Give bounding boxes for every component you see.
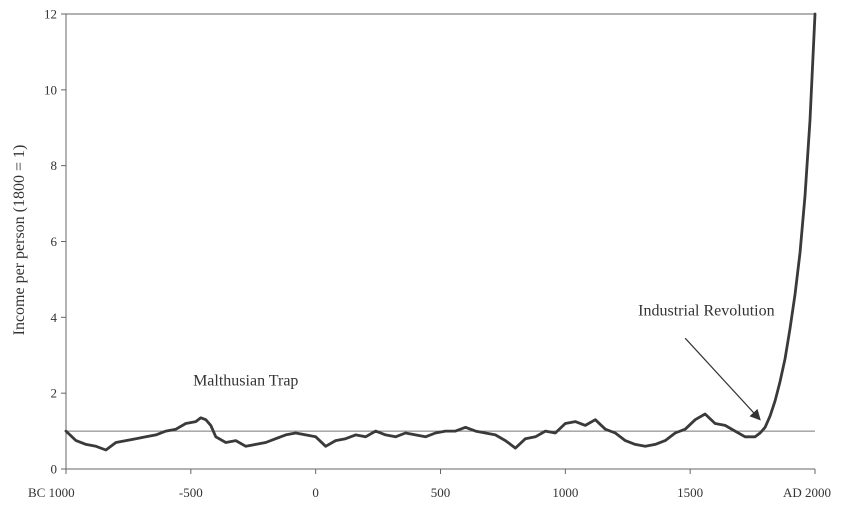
- y-tick-label: 10: [44, 82, 57, 97]
- x-tick-label: BC 1000: [28, 485, 75, 500]
- x-tick-label: -500: [179, 485, 203, 500]
- annotation-industrial-revolution: Industrial Revolution: [638, 302, 774, 319]
- x-tick-label: 1500: [677, 485, 703, 500]
- x-tick-label: 1000: [552, 485, 578, 500]
- y-axis-label: Income per person (1800 = 1): [11, 145, 28, 336]
- y-tick-label: 12: [44, 7, 57, 22]
- y-tick-label: 6: [51, 234, 58, 249]
- annotation-arrow: [684, 337, 761, 421]
- x-tick-label: 500: [431, 485, 451, 500]
- series-line-income: [64, 12, 817, 452]
- x-tick-label: AD 2000: [783, 485, 831, 500]
- y-tick-label: 4: [51, 310, 58, 325]
- x-ticks: BC 1000 -500 0 500 1000 1500 AD 2000: [28, 469, 831, 500]
- y-tick-label: 0: [51, 462, 58, 477]
- y-tick-label: 2: [51, 386, 58, 401]
- y-ticks: 0 2 4 6 8 10 12: [44, 7, 66, 477]
- x-tick-label: 0: [312, 485, 319, 500]
- y-tick-label: 8: [51, 158, 58, 173]
- annotation-malthusian-trap: Malthusian Trap: [193, 373, 298, 390]
